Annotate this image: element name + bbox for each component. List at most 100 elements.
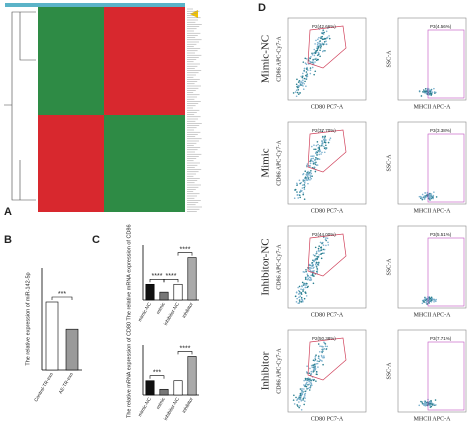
event-dot [314, 52, 317, 55]
event-dot [322, 29, 325, 31]
event-dot [295, 95, 298, 98]
event-dot [312, 282, 315, 285]
event-dot [300, 288, 302, 291]
gate [307, 233, 347, 277]
event-dot [315, 156, 317, 159]
event-dot [307, 170, 309, 173]
event-dot [322, 241, 324, 244]
event-dot [298, 85, 300, 88]
event-dot [296, 85, 298, 88]
significance-bracket [177, 252, 193, 256]
event-dot [430, 93, 433, 96]
event-dot [431, 196, 434, 198]
event-dot [315, 354, 317, 356]
event-dot [298, 299, 301, 301]
event-dot [307, 285, 309, 288]
event-dot [310, 382, 313, 385]
event-dot [321, 144, 323, 147]
event-dot [308, 383, 310, 385]
heatmap-row-labels [187, 8, 202, 212]
event-dot [304, 278, 307, 280]
event-dot [309, 61, 312, 63]
event-dot [308, 379, 311, 382]
event-dot [325, 30, 328, 33]
x-tick-label: mimic-NC [137, 396, 153, 418]
event-dot [299, 82, 302, 85]
event-dot [301, 389, 303, 391]
event-dot [301, 387, 303, 390]
event-dot [312, 364, 314, 366]
event-dot [296, 399, 298, 402]
heatmap-block [104, 7, 185, 115]
event-dot [324, 238, 327, 241]
event-dot [325, 40, 327, 43]
plot-frame [287, 329, 367, 413]
event-dot [433, 87, 435, 90]
event-dot [428, 94, 430, 96]
x-axis-label: CD80 PC7-A [311, 104, 344, 110]
panel-label: A [4, 206, 12, 218]
event-dot [323, 138, 326, 141]
plot-frame [287, 121, 367, 205]
event-dot [435, 298, 437, 301]
event-dot [433, 91, 436, 93]
event-dot [309, 165, 311, 168]
event-dot [300, 408, 303, 411]
event-dot [304, 276, 307, 279]
event-dot [312, 368, 315, 370]
significance-label: **** [152, 273, 163, 280]
event-dot [298, 285, 301, 288]
event-dot [304, 80, 306, 83]
event-dot [323, 348, 326, 350]
significance-bracket [177, 351, 193, 355]
event-dot [314, 43, 316, 45]
event-dot [302, 180, 305, 182]
event-dot [297, 93, 300, 95]
event-dot [313, 73, 315, 76]
event-dot [310, 364, 313, 367]
event-dot [324, 135, 326, 138]
event-dot [304, 395, 306, 397]
event-dot [298, 406, 300, 409]
event-dot [325, 348, 328, 350]
event-dot [315, 370, 318, 373]
event-dot [315, 380, 317, 382]
event-dot [305, 74, 307, 77]
event-dot [301, 72, 304, 75]
event-dot [313, 155, 315, 157]
event-dot [317, 38, 319, 41]
event-dot [316, 255, 318, 258]
event-dot [322, 363, 324, 366]
event-dot [325, 244, 327, 247]
event-dot [316, 42, 319, 44]
plot-frame [287, 225, 367, 309]
event-dot [300, 292, 303, 294]
event-dot [309, 267, 312, 269]
bar [65, 328, 79, 371]
event-dot [316, 43, 319, 46]
event-dot [314, 163, 317, 165]
event-dot [310, 169, 312, 172]
event-dot [308, 372, 311, 375]
event-dot [298, 396, 300, 399]
bar-charts: The relative expression of miR-142-5pCon… [25, 225, 199, 422]
event-dot [301, 393, 304, 395]
event-dot [321, 141, 324, 143]
event-dot [300, 285, 303, 287]
event-dot [306, 388, 308, 390]
significance-label: **** [180, 246, 191, 253]
event-dot [302, 178, 305, 181]
event-dot [320, 45, 322, 48]
event-dot [314, 159, 316, 161]
event-dot [323, 141, 326, 144]
event-dot [423, 195, 425, 198]
event-dot [299, 196, 302, 199]
event-dot [325, 237, 327, 239]
event-dot [317, 150, 319, 152]
event-dot [308, 263, 311, 266]
event-dot [304, 397, 306, 399]
event-dot [314, 357, 317, 360]
event-dot [306, 171, 308, 174]
event-dot [304, 385, 307, 387]
event-dot [304, 185, 306, 187]
